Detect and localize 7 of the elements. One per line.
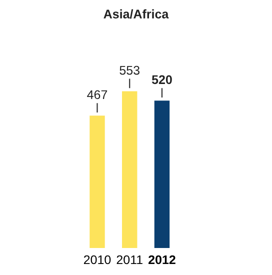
data-label: 467 — [87, 90, 108, 100]
data-label: 553 — [120, 66, 140, 75]
data-label: 520 — [152, 75, 172, 84]
x-tick-label: 2011 — [116, 255, 142, 264]
x-tick-label: 2012 — [148, 255, 176, 264]
chart-title: Asia/Africa — [104, 9, 169, 19]
x-tick-label: 2010 — [84, 255, 111, 264]
